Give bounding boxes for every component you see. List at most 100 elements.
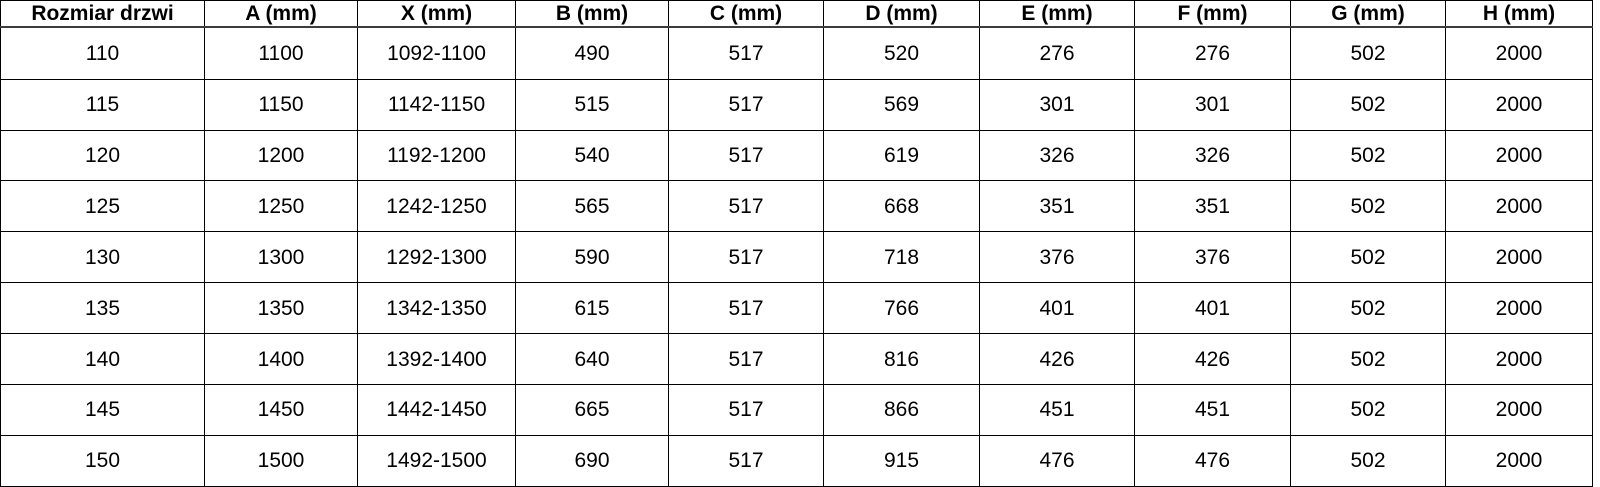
table-cell: 326 bbox=[979, 129, 1135, 182]
table-cell: 1450 bbox=[204, 384, 358, 437]
table-cell: 502 bbox=[1290, 384, 1446, 437]
table-cell: 502 bbox=[1290, 129, 1446, 182]
table-cell: 110 bbox=[0, 26, 205, 80]
table-cell: 816 bbox=[823, 333, 980, 386]
table-cell: 451 bbox=[979, 384, 1135, 437]
table-cell: 668 bbox=[823, 180, 980, 233]
table-cell: 502 bbox=[1290, 231, 1446, 284]
table-cell: 326 bbox=[1134, 129, 1291, 182]
table-cell: 2000 bbox=[1445, 78, 1593, 131]
column-header: C (mm) bbox=[668, 0, 824, 29]
table-cell: 2000 bbox=[1445, 26, 1593, 80]
table-cell: 115 bbox=[0, 78, 205, 131]
column-header: B (mm) bbox=[515, 0, 669, 29]
table-cell: 520 bbox=[823, 26, 980, 80]
table-cell: 502 bbox=[1290, 435, 1446, 487]
table-row: 150 1500 1492-1500 690 517 915 476 476 502 2000 bbox=[0, 435, 1593, 487]
table-cell: 1492-1500 bbox=[357, 435, 516, 487]
column-header: X (mm) bbox=[357, 0, 516, 29]
table-cell: 1350 bbox=[204, 282, 358, 335]
table-cell: 540 bbox=[515, 129, 669, 182]
table-cell: 301 bbox=[979, 78, 1135, 131]
header-row: Rozmiar drzwi A (mm) X (mm) B (mm) C (mm) D (… bbox=[0, 0, 1593, 29]
column-header: H (mm) bbox=[1445, 0, 1593, 29]
table-cell: 1100 bbox=[204, 26, 358, 80]
table-cell: 376 bbox=[1134, 231, 1291, 284]
table-cell: 125 bbox=[0, 180, 205, 233]
table-cell: 619 bbox=[823, 129, 980, 182]
table-cell: 515 bbox=[515, 78, 669, 131]
table-cell: 2000 bbox=[1445, 282, 1593, 335]
table-cell: 569 bbox=[823, 78, 980, 131]
column-header: E (mm) bbox=[979, 0, 1135, 29]
column-header: D (mm) bbox=[823, 0, 980, 29]
table-cell: 1442-1450 bbox=[357, 384, 516, 437]
table-cell: 351 bbox=[1134, 180, 1291, 233]
table-cell: 130 bbox=[0, 231, 205, 284]
table-cell: 517 bbox=[668, 129, 824, 182]
table-cell: 517 bbox=[668, 333, 824, 386]
table-cell: 502 bbox=[1290, 333, 1446, 386]
table-cell: 718 bbox=[823, 231, 980, 284]
table-cell: 2000 bbox=[1445, 180, 1593, 233]
table-cell: 426 bbox=[979, 333, 1135, 386]
table-cell: 1342-1350 bbox=[357, 282, 516, 335]
table-body: 110 1100 1092-1100 490 517 520 276 276 502 2000 11… bbox=[0, 26, 1593, 487]
table-cell: 517 bbox=[668, 26, 824, 80]
table-cell: 590 bbox=[515, 231, 669, 284]
table-cell: 401 bbox=[979, 282, 1135, 335]
table-cell: 135 bbox=[0, 282, 205, 335]
column-header: Rozmiar drzwi bbox=[0, 0, 205, 29]
table-row: 145 1450 1442-1450 665 517 866 451 451 502 2000 bbox=[0, 384, 1593, 437]
table-cell: 517 bbox=[668, 282, 824, 335]
table-cell: 2000 bbox=[1445, 384, 1593, 437]
table-cell: 1092-1100 bbox=[357, 26, 516, 80]
table-cell: 276 bbox=[979, 26, 1135, 80]
table-cell: 1192-1200 bbox=[357, 129, 516, 182]
table-cell: 915 bbox=[823, 435, 980, 487]
table-cell: 640 bbox=[515, 333, 669, 386]
table-cell: 1292-1300 bbox=[357, 231, 516, 284]
table-cell: 150 bbox=[0, 435, 205, 487]
table-cell: 1150 bbox=[204, 78, 358, 131]
table-cell: 1200 bbox=[204, 129, 358, 182]
column-header: G (mm) bbox=[1290, 0, 1446, 29]
table-cell: 276 bbox=[1134, 26, 1291, 80]
table-row: 120 1200 1192-1200 540 517 619 326 326 502 2000 bbox=[0, 129, 1593, 182]
table-cell: 517 bbox=[668, 78, 824, 131]
table-cell: 615 bbox=[515, 282, 669, 335]
table-cell: 476 bbox=[979, 435, 1135, 487]
table-cell: 1400 bbox=[204, 333, 358, 386]
table-cell: 502 bbox=[1290, 78, 1446, 131]
table-cell: 517 bbox=[668, 384, 824, 437]
table-cell: 1392-1400 bbox=[357, 333, 516, 386]
table-cell: 1142-1150 bbox=[357, 78, 516, 131]
table-cell: 502 bbox=[1290, 26, 1446, 80]
table-cell: 502 bbox=[1290, 282, 1446, 335]
table-cell: 517 bbox=[668, 231, 824, 284]
table-cell: 2000 bbox=[1445, 435, 1593, 487]
table-row: 125 1250 1242-1250 565 517 668 351 351 502 2000 bbox=[0, 180, 1593, 233]
table-cell: 565 bbox=[515, 180, 669, 233]
table-row: 115 1150 1142-1150 515 517 569 301 301 502 2000 bbox=[0, 78, 1593, 131]
column-header: A (mm) bbox=[204, 0, 358, 29]
table-cell: 2000 bbox=[1445, 333, 1593, 386]
table-cell: 301 bbox=[1134, 78, 1291, 131]
table-cell: 476 bbox=[1134, 435, 1291, 487]
table-cell: 502 bbox=[1290, 180, 1446, 233]
table-cell: 351 bbox=[979, 180, 1135, 233]
table-cell: 451 bbox=[1134, 384, 1291, 437]
table-cell: 1250 bbox=[204, 180, 358, 233]
table-row: 135 1350 1342-1350 615 517 766 401 401 502 2000 bbox=[0, 282, 1593, 335]
table-cell: 665 bbox=[515, 384, 669, 437]
table-cell: 2000 bbox=[1445, 231, 1593, 284]
table-cell: 866 bbox=[823, 384, 980, 437]
table-cell: 517 bbox=[668, 435, 824, 487]
table-cell: 766 bbox=[823, 282, 980, 335]
column-header: F (mm) bbox=[1134, 0, 1291, 29]
table-cell: 517 bbox=[668, 180, 824, 233]
table-cell: 690 bbox=[515, 435, 669, 487]
table-cell: 426 bbox=[1134, 333, 1291, 386]
table-cell: 145 bbox=[0, 384, 205, 437]
